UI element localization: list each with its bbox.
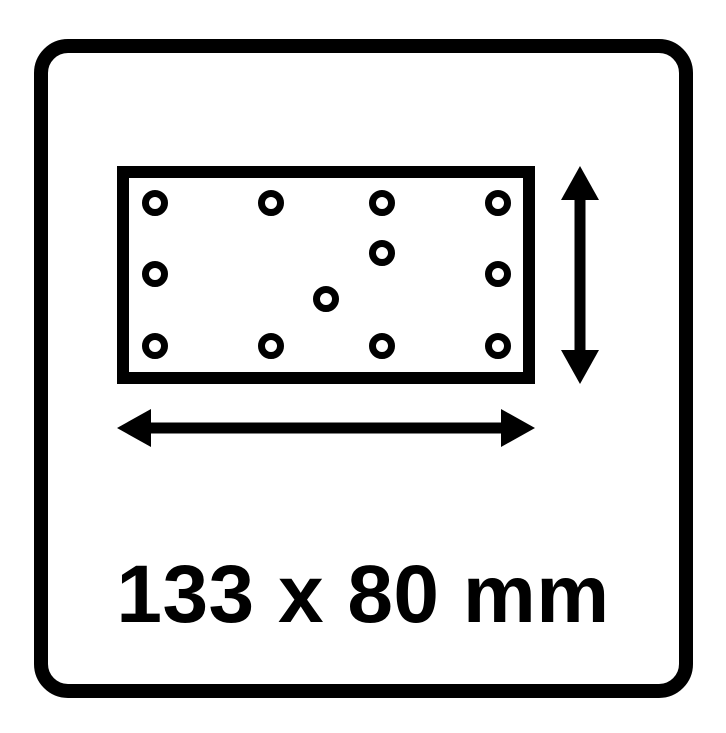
- dimension-label: 133 x 80 mm: [0, 548, 726, 642]
- diagram-canvas: 133 x 80 mm: [0, 0, 726, 733]
